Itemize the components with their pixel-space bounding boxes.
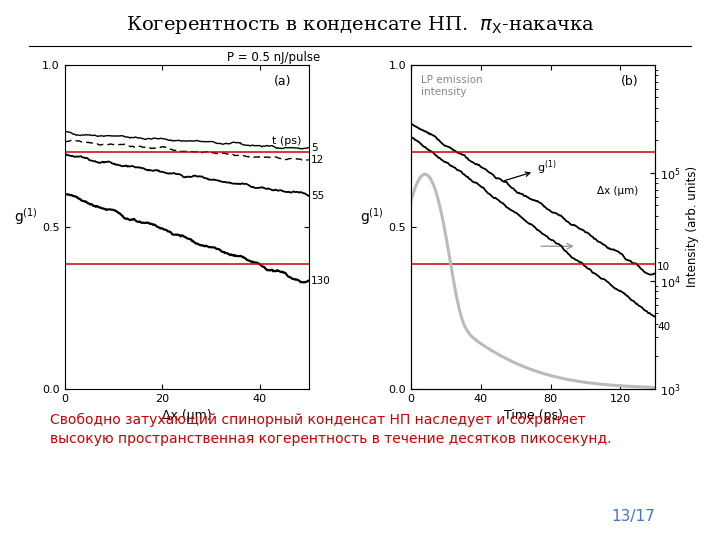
Y-axis label: g$^{(1)}$: g$^{(1)}$ — [360, 206, 384, 227]
X-axis label: Time (ps): Time (ps) — [504, 409, 562, 422]
Text: 55: 55 — [311, 191, 325, 201]
Text: 130: 130 — [311, 275, 331, 286]
Text: 12: 12 — [311, 155, 325, 165]
Text: P = 0.5 nJ/pulse: P = 0.5 nJ/pulse — [227, 51, 320, 64]
Text: Когерентность в конденсате НП.  $\pi_\mathrm{X}$-накачка: Когерентность в конденсате НП. $\pi_\mat… — [125, 14, 595, 36]
Y-axis label: g$^{(1)}$: g$^{(1)}$ — [14, 206, 37, 227]
Text: 5: 5 — [311, 143, 318, 153]
Text: (b): (b) — [621, 75, 638, 87]
X-axis label: Δx (μm): Δx (μm) — [162, 409, 212, 422]
Text: (a): (a) — [274, 75, 292, 87]
Text: Δx (μm): Δx (μm) — [597, 186, 638, 196]
Y-axis label: Intensity (arb. units): Intensity (arb. units) — [686, 166, 699, 287]
Text: LP emission
intensity: LP emission intensity — [421, 75, 482, 97]
Text: Свободно затухающий спинорный конденсат НП наследует и сохраняет
высокую простра: Свободно затухающий спинорный конденсат … — [50, 413, 612, 446]
Text: g$^{(1)}$: g$^{(1)}$ — [505, 159, 557, 180]
Text: t (ps): t (ps) — [272, 136, 302, 146]
Text: 40: 40 — [657, 322, 670, 332]
Text: 13/17: 13/17 — [611, 509, 655, 524]
Text: 10: 10 — [657, 262, 670, 273]
